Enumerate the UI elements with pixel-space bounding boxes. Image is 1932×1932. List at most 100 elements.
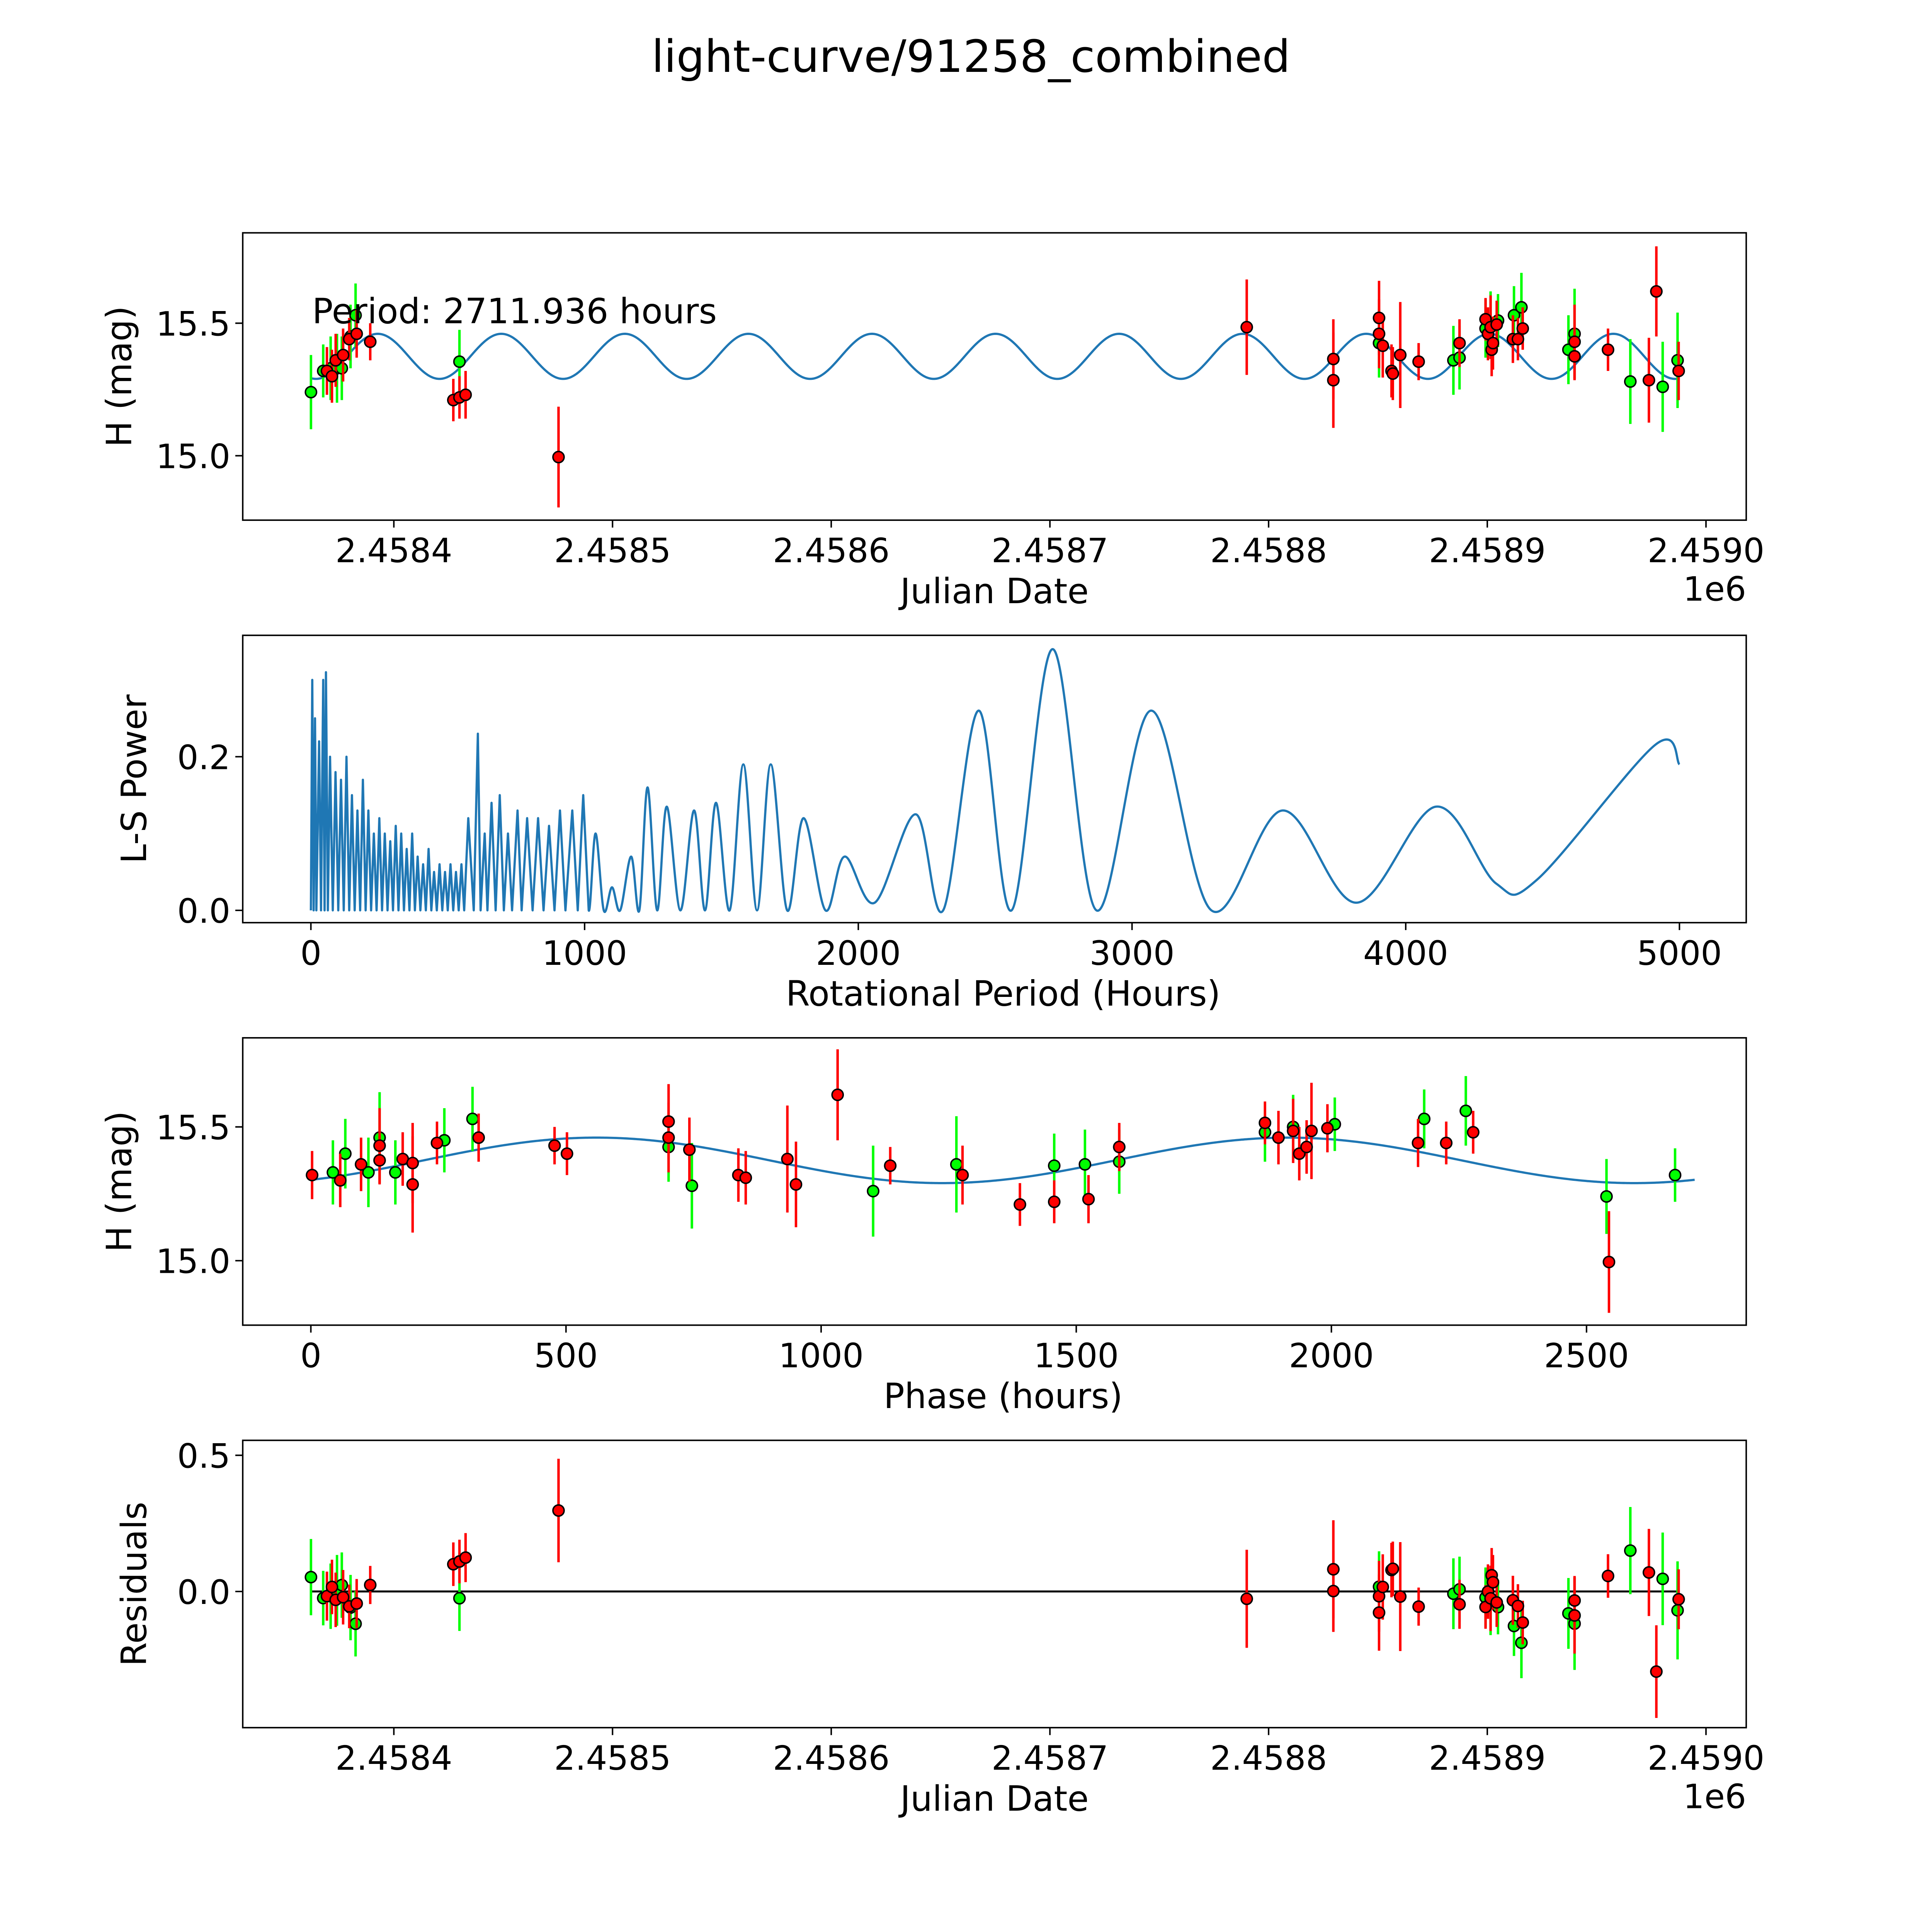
data-point xyxy=(1624,375,1637,388)
data-point xyxy=(1300,1141,1313,1153)
plot-area xyxy=(310,648,1680,913)
data-point xyxy=(1602,343,1614,356)
data-point xyxy=(453,355,466,368)
data-point xyxy=(1602,1570,1614,1582)
data-point xyxy=(1568,1594,1581,1607)
data-point xyxy=(1240,321,1253,334)
data-point xyxy=(337,349,350,362)
period-annotation: Period: 2711.936 hours xyxy=(312,292,717,332)
data-point xyxy=(304,1571,318,1583)
panel-residuals: 2.4584 2.4585 2.4586 2.4587 2.4588 2.4589 2.45… xyxy=(114,1437,1764,1819)
x-tick-label: 1000 xyxy=(542,934,627,973)
data-point xyxy=(304,386,318,399)
data-point xyxy=(1453,337,1466,350)
power-curve xyxy=(310,648,1680,913)
data-point xyxy=(1600,1190,1613,1203)
x-axis-label: Rotational Period (Hours) xyxy=(786,974,1221,1014)
x-tick-label: 2.4590 xyxy=(1648,1739,1765,1778)
axes-frame xyxy=(242,1439,1747,1729)
panels: 2.4584 2.4585 2.4586 2.4587 2.4588 2.4589 2.45… xyxy=(100,232,1765,1819)
data-point xyxy=(325,370,338,383)
data-point xyxy=(459,1551,472,1564)
data-point xyxy=(1624,1544,1637,1557)
data-point xyxy=(362,1166,375,1179)
data-point xyxy=(1672,1593,1685,1606)
series-red xyxy=(320,246,1685,508)
data-point xyxy=(1643,374,1655,387)
series-red xyxy=(306,1049,1616,1313)
x-tick-label: 1000 xyxy=(779,1337,864,1375)
panel-light-curve: 2.4584 2.4585 2.4586 2.4587 2.4588 2.4589 2.45… xyxy=(100,232,1765,612)
data-point xyxy=(364,1578,377,1592)
y-axis-label: H (mag) xyxy=(100,306,140,447)
x-tick-label: 2.4585 xyxy=(554,532,671,570)
y-axis-label: H (mag) xyxy=(100,1111,140,1252)
data-point xyxy=(1440,1136,1453,1150)
data-point xyxy=(552,451,565,464)
data-point xyxy=(459,388,472,401)
x-tick-label: 2.4585 xyxy=(554,1739,671,1778)
x-tick-label: 2.4590 xyxy=(1648,532,1765,570)
data-point xyxy=(1650,1665,1663,1678)
axes-frame xyxy=(242,232,1747,521)
data-point xyxy=(789,1178,803,1191)
y-tick-label: 0.2 xyxy=(177,738,231,777)
x-tick-label: 2.4588 xyxy=(1210,1739,1327,1778)
panel-periodogram: 0 1000 2000 3000 4000 5000 0.0 0.2 Rotational Pe… xyxy=(114,634,1747,1014)
data-point xyxy=(306,1168,319,1182)
data-point xyxy=(1376,1580,1389,1594)
data-point xyxy=(1467,1126,1480,1139)
x-tick-label: 2000 xyxy=(816,934,901,973)
x-tick-label: 4000 xyxy=(1363,934,1448,973)
panel-phase-folded: 0 500 1000 1500 2000 2500 15.0 15.5 Phase (hours… xyxy=(100,1037,1747,1417)
y-axis-label: Residuals xyxy=(114,1502,155,1666)
data-point xyxy=(1453,1598,1466,1611)
y-tick-label: 15.5 xyxy=(156,305,231,344)
data-point xyxy=(685,1179,698,1192)
data-point xyxy=(350,1597,363,1610)
data-point xyxy=(1512,333,1524,345)
data-point xyxy=(683,1143,696,1156)
data-point xyxy=(867,1185,879,1197)
x-axis-label: Julian Date xyxy=(898,1779,1089,1819)
x-offset-text: 1e6 xyxy=(1683,570,1746,609)
data-point xyxy=(406,1178,419,1191)
y-tick-label: 0.0 xyxy=(177,892,231,931)
data-point xyxy=(1048,1159,1061,1172)
y-tick-label: 0.5 xyxy=(177,1437,231,1476)
data-point xyxy=(1327,352,1340,366)
y-tick-label: 0.0 xyxy=(177,1573,231,1612)
data-point xyxy=(1327,1563,1340,1576)
data-point xyxy=(1394,1590,1407,1603)
data-point xyxy=(1643,1566,1655,1579)
data-point xyxy=(325,1580,338,1594)
data-point xyxy=(355,1158,367,1171)
plot-area xyxy=(304,246,1685,508)
data-point xyxy=(1305,1124,1318,1138)
data-point xyxy=(327,1166,339,1179)
y-tick-label: 15.5 xyxy=(156,1109,231,1148)
figure-title: light-curve/91258_combined xyxy=(651,31,1290,83)
data-point xyxy=(1372,1606,1386,1619)
data-point xyxy=(1327,1585,1340,1598)
data-point xyxy=(1386,367,1399,380)
data-point xyxy=(1516,1616,1529,1629)
x-tick-label: 2.4584 xyxy=(335,532,452,570)
data-point xyxy=(1394,349,1407,362)
data-point xyxy=(1078,1158,1092,1171)
data-point xyxy=(1082,1193,1095,1206)
data-point xyxy=(1240,1592,1253,1605)
y-tick-label: 15.0 xyxy=(156,438,231,476)
data-point xyxy=(337,1591,350,1604)
x-tick-label: 2500 xyxy=(1544,1337,1629,1375)
data-point xyxy=(1372,327,1386,340)
data-point xyxy=(1412,355,1425,368)
data-point xyxy=(1418,1112,1431,1126)
x-axis-label: Phase (hours) xyxy=(884,1376,1123,1417)
data-point xyxy=(1486,337,1500,350)
data-point xyxy=(956,1168,969,1182)
data-point xyxy=(1568,1609,1581,1622)
data-point xyxy=(373,1139,386,1152)
data-point xyxy=(1656,380,1669,393)
series-red xyxy=(320,1459,1685,1718)
